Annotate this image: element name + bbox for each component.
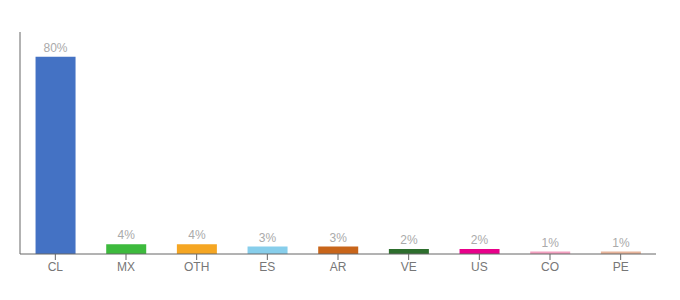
svg-text:4%: 4% — [188, 228, 206, 242]
svg-text:AR: AR — [330, 260, 347, 274]
svg-text:CL: CL — [48, 260, 64, 274]
svg-text:3%: 3% — [330, 231, 348, 245]
svg-text:1%: 1% — [542, 236, 560, 250]
svg-text:4%: 4% — [118, 228, 136, 242]
svg-text:ES: ES — [259, 260, 275, 274]
svg-text:80%: 80% — [44, 41, 68, 55]
svg-text:CO: CO — [541, 260, 559, 274]
svg-text:OTH: OTH — [184, 260, 209, 274]
svg-text:MX: MX — [117, 260, 135, 274]
svg-text:VE: VE — [401, 260, 417, 274]
svg-text:1%: 1% — [612, 236, 630, 250]
svg-text:2%: 2% — [400, 233, 418, 247]
svg-text:3%: 3% — [259, 231, 277, 245]
svg-text:2%: 2% — [471, 233, 489, 247]
svg-text:US: US — [471, 260, 488, 274]
svg-text:PE: PE — [613, 260, 629, 274]
